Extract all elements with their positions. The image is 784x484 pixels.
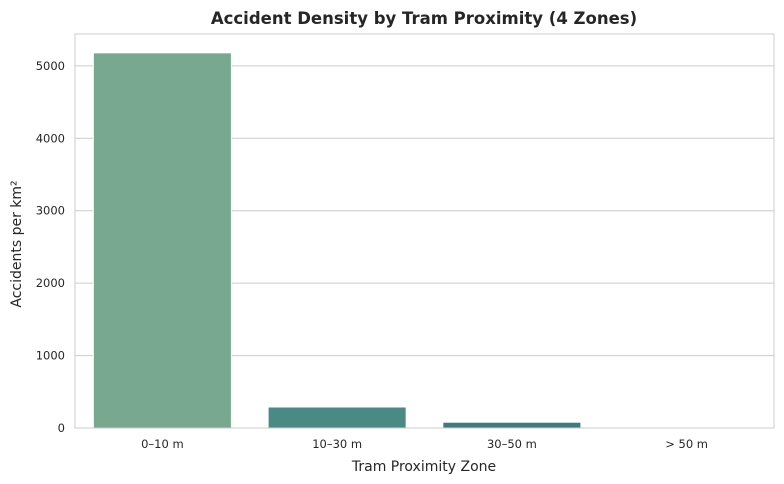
bar — [442, 421, 582, 429]
plot-frame — [74, 33, 775, 429]
bar — [267, 406, 407, 429]
bars — [92, 52, 757, 429]
y-tick-label: 0 — [58, 421, 65, 435]
bar — [92, 52, 232, 429]
x-tick-label: > 50 m — [665, 437, 708, 451]
y-axis-label: Accidents per km² — [9, 180, 25, 307]
x-axis-label: Tram Proximity Zone — [351, 459, 496, 475]
x-tick-label: 10–30 m — [312, 437, 362, 451]
chart-title: Accident Density by Tram Proximity (4 Zo… — [211, 9, 637, 28]
x-tick-label: 30–50 m — [487, 437, 537, 451]
y-tick-label: 3000 — [36, 204, 65, 218]
y-tick-label: 1000 — [36, 349, 65, 363]
y-tick-label: 2000 — [36, 276, 65, 290]
x-tick-labels: 0–10 m 10–30 m 30–50 m > 50 m — [141, 437, 708, 451]
y-tick-label: 4000 — [36, 131, 65, 145]
y-tick-labels: 0 1000 2000 3000 4000 5000 — [36, 59, 65, 435]
x-tick-label: 0–10 m — [141, 437, 184, 451]
y-tick-label: 5000 — [36, 59, 65, 73]
